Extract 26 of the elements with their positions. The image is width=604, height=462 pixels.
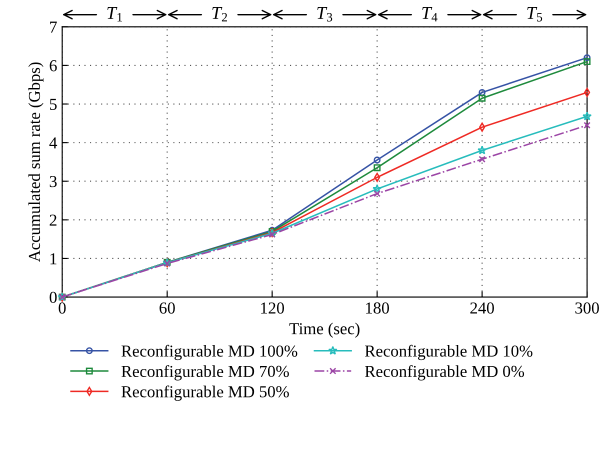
legend-label: Reconfigurable MD 100%	[122, 344, 298, 360]
x-tick-label: 300	[575, 302, 599, 314]
text: T$_{3}$	[317, 7, 332, 22]
y-tick-label: 3	[50, 176, 57, 188]
y-tick-label: 6	[50, 60, 57, 72]
y-tick-label: 5	[50, 98, 57, 110]
x-tick-label: 240	[470, 302, 494, 314]
text: T$_{1}$	[107, 7, 122, 22]
text: T$_{2}$	[212, 7, 227, 22]
legend-label: Reconfigurable MD 50%	[122, 385, 289, 401]
y-tick-label: 7	[50, 22, 57, 33]
legend-label: Reconfigurable MD 70%	[122, 365, 289, 380]
y-axis-title: Accumulated sum rate (Gbps)	[28, 62, 44, 262]
x-tick-label: 120	[261, 302, 284, 314]
text: T$_{4}$	[422, 7, 438, 22]
legend-label: Reconfigurable MD 0%	[364, 365, 524, 380]
y-tick-label: 4	[49, 137, 58, 148]
y-tick-label: 0	[50, 292, 57, 304]
x-tick-label: 180	[366, 302, 389, 314]
x-axis-title: Time (sec)	[289, 322, 360, 338]
x-tick-label: 60	[160, 302, 175, 314]
y-tick-label: 1	[50, 253, 56, 264]
legend-label: Reconfigurable MD 10%	[364, 344, 532, 360]
y-tick-label: 2	[50, 214, 56, 226]
text: T$_{5}$	[527, 7, 542, 22]
x-tick-label: 0	[58, 302, 66, 314]
